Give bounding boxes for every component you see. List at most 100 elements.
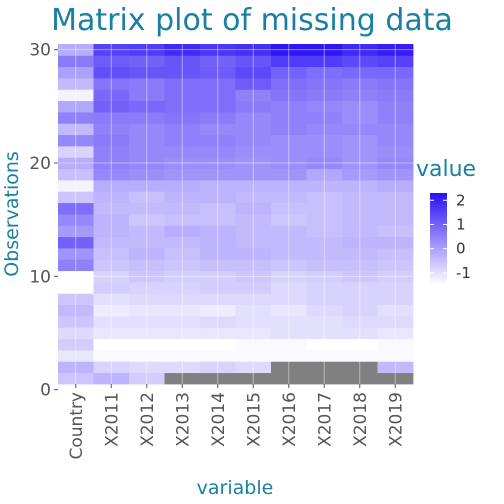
heatmap-cell bbox=[271, 236, 307, 249]
heatmap-cell bbox=[129, 225, 165, 238]
heatmap-cell bbox=[342, 338, 378, 351]
heatmap-cell bbox=[200, 327, 236, 340]
heatmap-cell bbox=[235, 44, 272, 56]
heatmap-cell bbox=[306, 191, 343, 204]
heatmap-cell bbox=[164, 350, 201, 362]
heatmap-cell bbox=[271, 327, 307, 340]
heatmap-cell bbox=[164, 44, 201, 56]
heatmap-cell bbox=[271, 89, 307, 102]
heatmap-cell bbox=[271, 338, 307, 351]
heatmap-cell bbox=[271, 44, 307, 56]
heatmap-cell bbox=[377, 191, 414, 204]
heatmap-cell bbox=[342, 316, 378, 328]
heatmap-cell bbox=[200, 316, 236, 328]
heatmap-cells bbox=[58, 44, 414, 385]
heatmap-cell bbox=[200, 168, 236, 181]
heatmap-cell bbox=[306, 361, 343, 374]
heatmap-cell bbox=[342, 350, 378, 362]
heatmap-cell bbox=[271, 372, 307, 385]
heatmap-cell bbox=[93, 134, 130, 147]
heatmap-cell bbox=[93, 282, 130, 294]
heatmap-cell bbox=[58, 66, 94, 79]
heatmap-cell bbox=[58, 270, 94, 283]
legend-ticks: 2 1 0 -1 bbox=[430, 191, 471, 282]
heatmap-cell bbox=[93, 55, 130, 68]
heatmap-cell bbox=[342, 89, 378, 102]
heatmap-cell bbox=[164, 293, 201, 306]
heatmap-cell bbox=[129, 191, 165, 204]
heatmap-cell bbox=[342, 259, 378, 272]
heatmap-cell bbox=[200, 66, 236, 79]
heatmap-cell bbox=[306, 372, 343, 385]
heatmap-cell bbox=[235, 282, 272, 294]
heatmap-cell bbox=[235, 180, 272, 192]
heatmap-cell bbox=[306, 270, 343, 283]
heatmap-cell bbox=[235, 100, 272, 113]
heatmap-cell bbox=[200, 293, 236, 306]
legend-color-bar bbox=[430, 193, 447, 285]
heatmap-cell bbox=[164, 270, 201, 283]
heatmap-cell bbox=[342, 361, 378, 374]
heatmap-cell bbox=[58, 293, 94, 306]
heatmap-cell bbox=[235, 259, 272, 272]
heatmap-cell bbox=[164, 202, 201, 215]
heatmap-cell bbox=[235, 146, 272, 158]
heatmap-cell bbox=[377, 112, 414, 124]
heatmap-cell bbox=[129, 112, 165, 124]
heatmap-cell bbox=[164, 259, 201, 272]
heatmap-cell bbox=[93, 123, 130, 136]
heatmap-cell bbox=[377, 123, 414, 136]
heatmap-cell bbox=[271, 66, 307, 79]
heatmap-cell bbox=[200, 89, 236, 102]
heatmap-cell bbox=[93, 146, 130, 158]
heatmap-cell bbox=[58, 248, 94, 260]
heatmap-cell bbox=[377, 55, 414, 68]
heatmap-cell bbox=[164, 180, 201, 192]
heatmap-cell bbox=[200, 112, 236, 124]
heatmap-cell bbox=[58, 225, 94, 238]
heatmap-cell bbox=[58, 214, 94, 226]
heatmap-cell bbox=[306, 225, 343, 238]
heatmap-cell bbox=[306, 157, 343, 170]
heatmap-cell bbox=[306, 282, 343, 294]
heatmap-cell bbox=[306, 259, 343, 272]
heatmap-cell bbox=[164, 282, 201, 294]
heatmap-cell bbox=[58, 338, 94, 351]
heatmap-cell bbox=[93, 66, 130, 79]
heatmap-cell bbox=[377, 78, 414, 90]
heatmap-cell bbox=[93, 202, 130, 215]
heatmap-cell bbox=[342, 248, 378, 260]
heatmap-cell bbox=[306, 123, 343, 136]
heatmap-cell bbox=[271, 180, 307, 192]
heatmap-cell bbox=[235, 191, 272, 204]
heatmap-cell bbox=[58, 180, 94, 192]
x-tick-label: X2015 bbox=[244, 392, 264, 447]
heatmap-cell bbox=[129, 89, 165, 102]
heatmap-cell bbox=[129, 66, 165, 79]
heatmap-cell bbox=[271, 350, 307, 362]
heatmap-cell bbox=[342, 157, 378, 170]
heatmap-cell bbox=[306, 89, 343, 102]
heatmap-cell bbox=[93, 100, 130, 113]
heatmap-cell bbox=[306, 134, 343, 147]
heatmap-cell bbox=[129, 168, 165, 181]
heatmap-cell bbox=[377, 372, 414, 385]
heatmap-cell bbox=[342, 236, 378, 249]
heatmap-cell bbox=[377, 134, 414, 147]
heatmap-cell bbox=[377, 304, 414, 317]
heatmap-cell bbox=[235, 123, 272, 136]
heatmap-cell bbox=[164, 123, 201, 136]
heatmap-cell bbox=[377, 236, 414, 249]
heatmap-cell bbox=[235, 78, 272, 90]
heatmap-cell bbox=[306, 44, 343, 56]
heatmap-cell bbox=[93, 214, 130, 226]
heatmap-cell bbox=[129, 270, 165, 283]
heatmap-cell bbox=[235, 55, 272, 68]
heatmap-cell bbox=[342, 55, 378, 68]
heatmap-cell bbox=[377, 338, 414, 351]
heatmap-cell bbox=[200, 338, 236, 351]
heatmap-cell bbox=[235, 248, 272, 260]
heatmap-cell bbox=[306, 100, 343, 113]
legend-tick-label: 0 bbox=[456, 240, 466, 258]
